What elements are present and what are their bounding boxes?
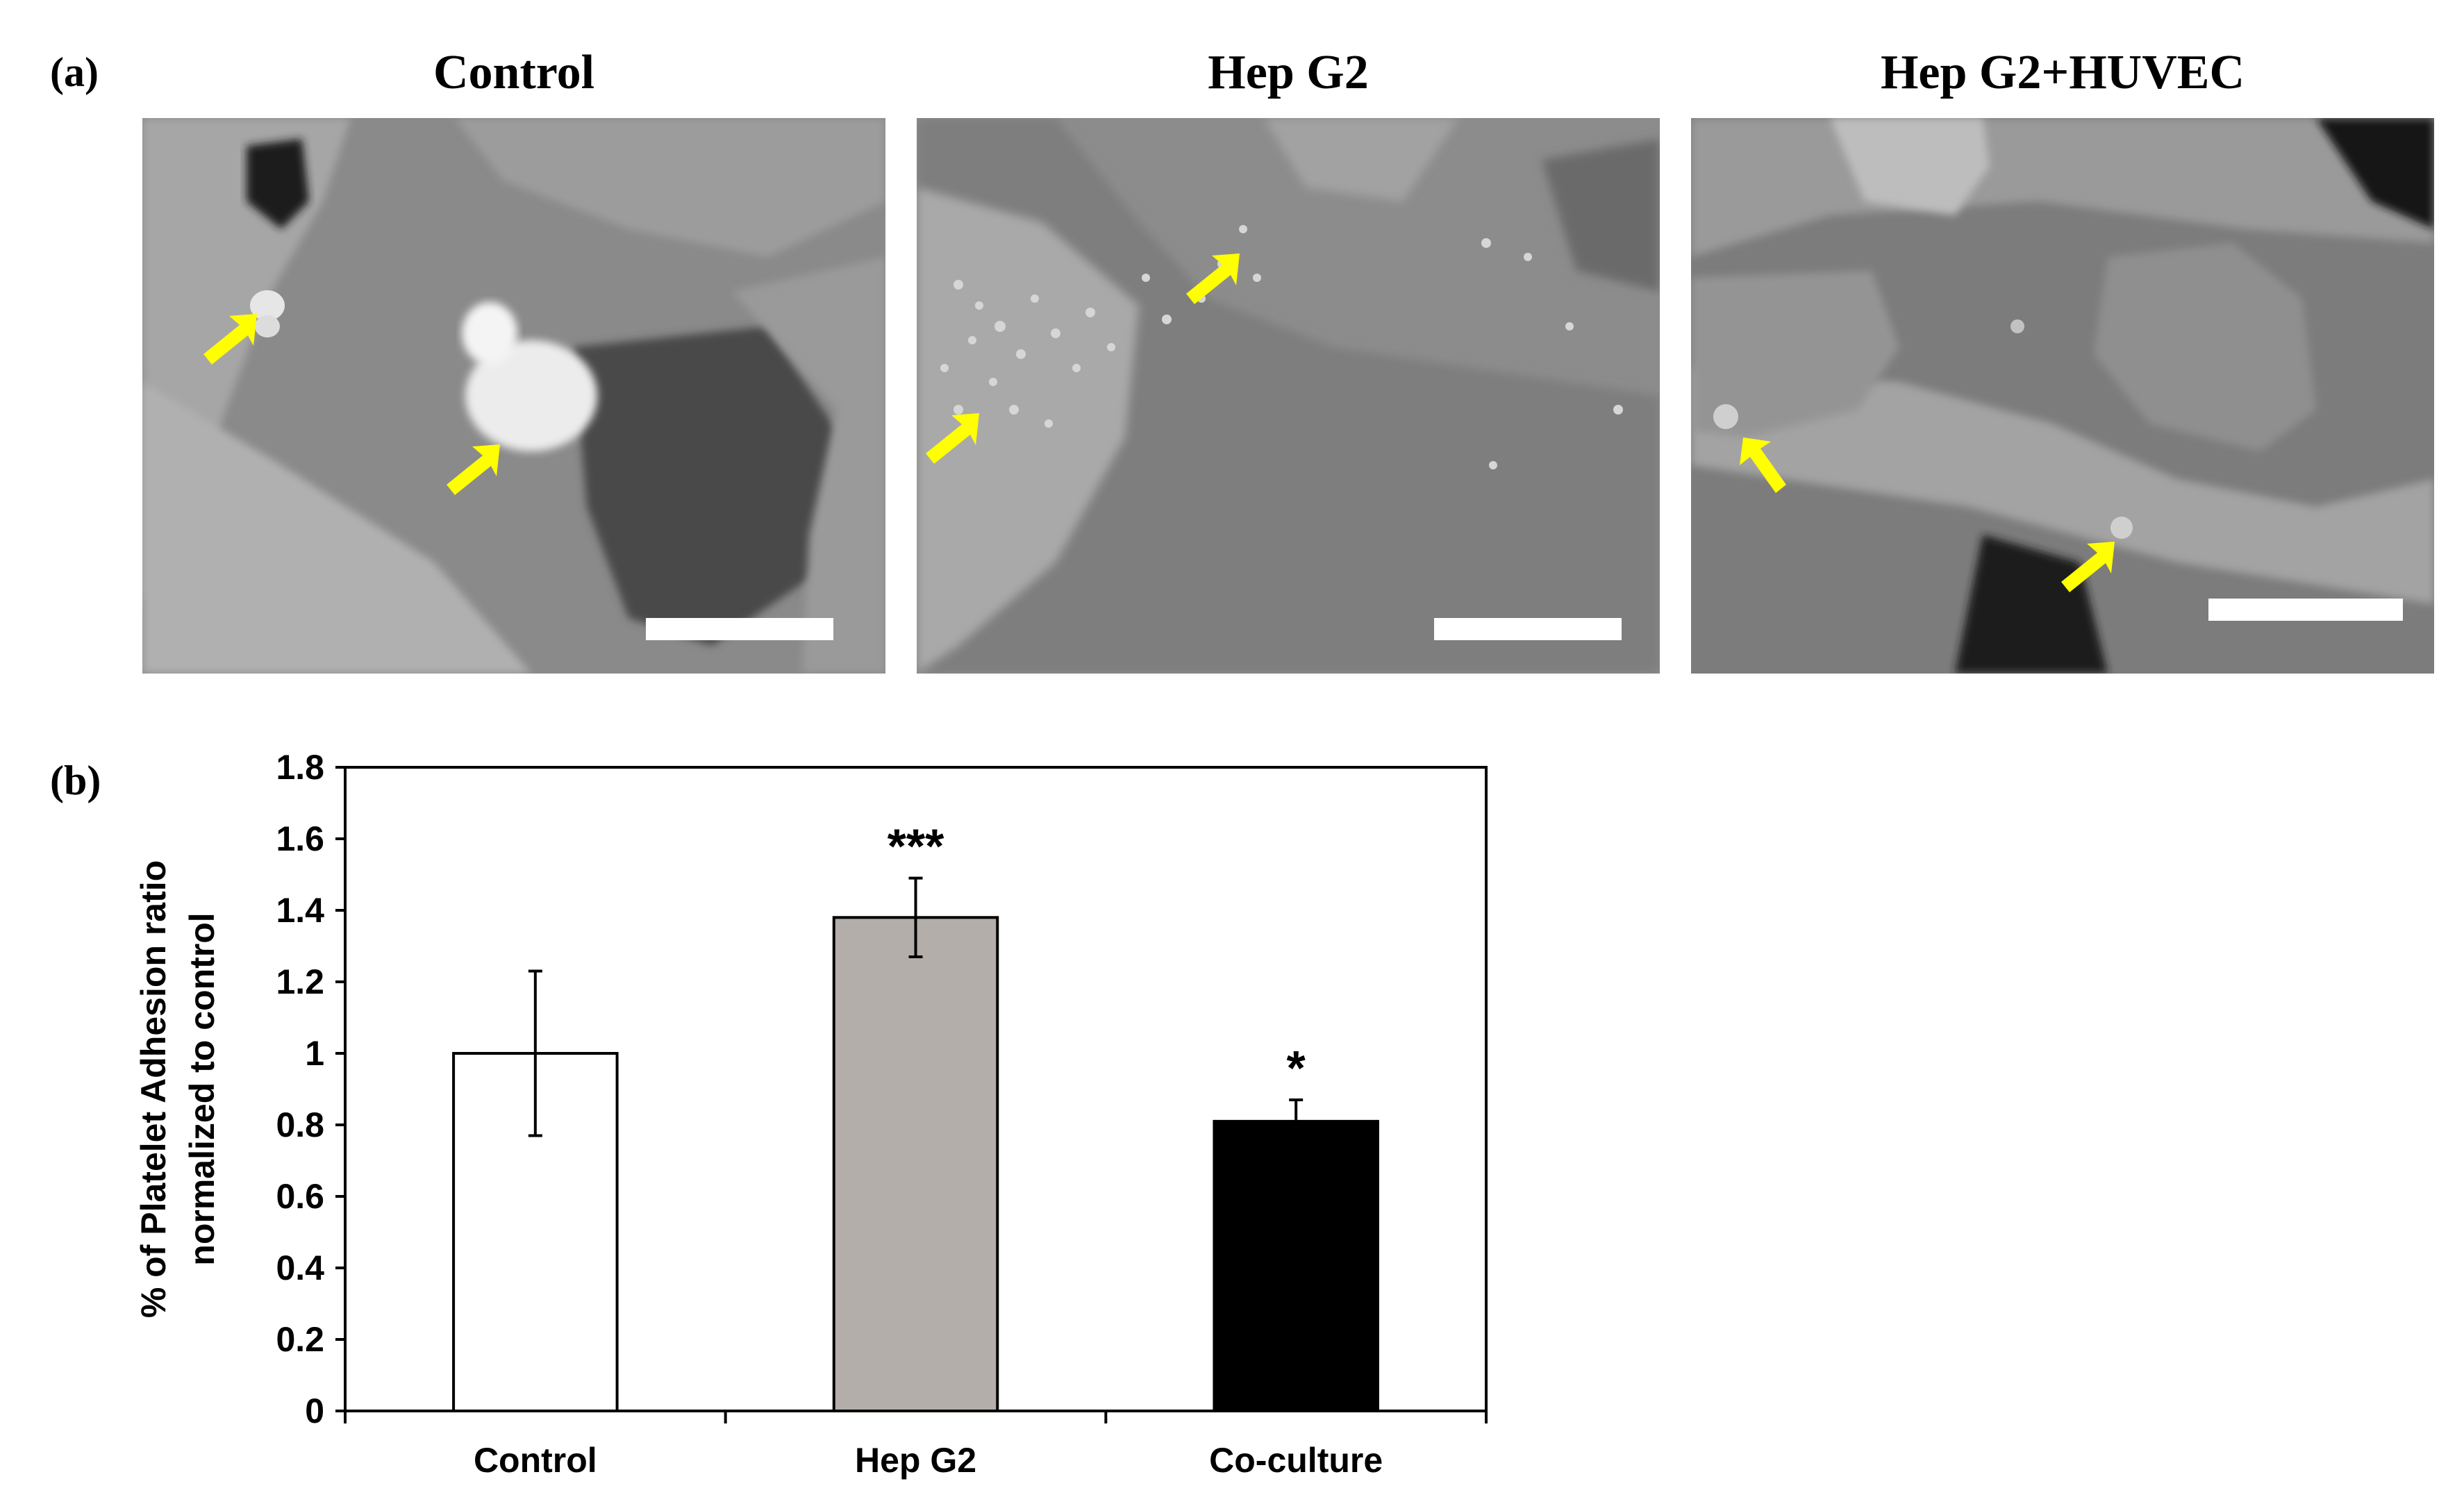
significance-label: *: [1287, 1041, 1306, 1095]
image-title-control: Control: [433, 46, 595, 99]
sem-image-hepg2: [917, 118, 1660, 674]
y-tick-label: 0.8: [276, 1105, 324, 1144]
sem-image-control: [142, 118, 885, 674]
category-label: Co-culture: [1209, 1441, 1383, 1480]
bar: [1213, 1119, 1379, 1412]
panel-b-chart: (b) 0 0.2 0.4 0.6 0.8 1 1.2 1.4 1.6 1.8 Control ***…: [0, 701, 2464, 1501]
bar: [832, 916, 999, 1412]
significance-label: ***: [888, 819, 944, 874]
arrow-icon: [926, 413, 979, 464]
scale-bar: [2208, 599, 2403, 621]
sem-image-hepg2-huvec: [1691, 118, 2434, 674]
y-axis-label-line: % of Platelet Adhesion ratio: [134, 860, 173, 1318]
arrow-icon: [447, 444, 500, 495]
y-tick-label: 0: [305, 1392, 324, 1430]
arrow-icon: [1740, 437, 1786, 493]
panel-a-label: (a): [50, 49, 99, 95]
image-title-hepg2: Hep G2: [1208, 46, 1369, 99]
image-title-hepg2-huvec: Hep G2+HUVEC: [1880, 46, 2245, 99]
arrow-icon: [2061, 542, 2115, 592]
y-tick-label: 1.2: [276, 962, 324, 1001]
y-axis-label: % of Platelet Adhesion ratio normalized t…: [134, 860, 222, 1318]
y-tick-label: 1.4: [276, 891, 324, 930]
category-label: Control: [474, 1441, 597, 1480]
y-tick-label: 1: [305, 1034, 324, 1073]
scale-bar: [646, 618, 833, 640]
y-tick-label: 1.8: [276, 748, 324, 787]
panel-a-micrographs: (a) Control Hep G2 Hep G2+HUVEC: [0, 0, 2464, 694]
bar-chart: 0 0.2 0.4 0.6 0.8 1 1.2 1.4 1.6 1.8 Control *** Hep …: [134, 748, 1488, 1480]
arrow-icon: [203, 314, 257, 365]
y-tick-label: 1.6: [276, 819, 324, 858]
scale-bar: [1434, 618, 1622, 640]
category-label: Hep G2: [855, 1441, 976, 1480]
panel-b-label: (b): [50, 758, 101, 803]
arrow-icon: [1186, 253, 1240, 304]
y-tick-label: 0.4: [276, 1248, 324, 1287]
y-tick-label: 0.2: [276, 1320, 324, 1359]
y-tick-label: 0.6: [276, 1177, 324, 1216]
y-axis-label-line: normalized to control: [183, 912, 222, 1265]
